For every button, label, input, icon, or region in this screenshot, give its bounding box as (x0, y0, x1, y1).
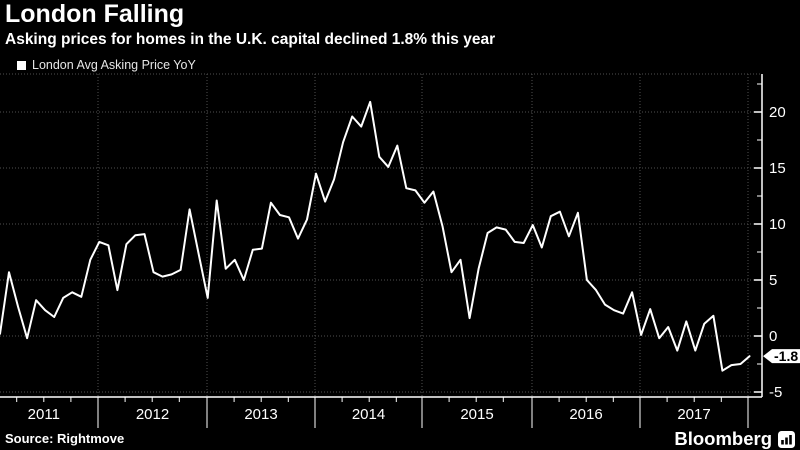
y-tick-label: 0 (769, 328, 777, 345)
last-value-label: -1.8 (774, 348, 798, 364)
last-value-flag (763, 349, 800, 364)
x-tick-label: 2013 (244, 406, 277, 423)
x-tick-label: 2011 (28, 406, 60, 423)
price-line (0, 100, 751, 372)
x-tick-label: 2016 (569, 406, 602, 423)
y-tick-label: 20 (769, 104, 786, 121)
y-tick-label: 15 (769, 160, 786, 177)
y-tick-label: -5 (769, 384, 782, 401)
y-tick-label: 10 (769, 216, 786, 233)
bloomberg-wordmark: Bloomberg (674, 428, 772, 449)
chart-title: London Falling (5, 0, 185, 28)
x-tick-label: 2017 (677, 406, 710, 423)
legend: London Avg Asking Price YoY (17, 58, 196, 72)
y-tick-label: 5 (769, 272, 777, 289)
chart-subtitle: Asking prices for homes in the U.K. capi… (5, 31, 496, 48)
x-tick-label: 2012 (136, 406, 169, 423)
source-note: Source: Rightmove (5, 431, 125, 446)
bloomberg-brand: Bloomberg (674, 428, 795, 450)
bar-chart-icon (778, 430, 795, 448)
legend-label: London Avg Asking Price YoY (32, 58, 196, 72)
x-tick-label: 2015 (460, 406, 493, 423)
x-tick-label: 2014 (352, 406, 385, 423)
legend-marker-icon (17, 60, 26, 70)
